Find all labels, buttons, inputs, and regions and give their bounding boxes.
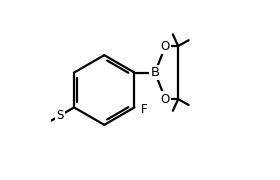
Text: F: F [141,103,148,116]
Text: B: B [150,66,160,79]
Text: O: O [161,93,170,106]
Text: S: S [57,109,64,122]
Text: O: O [161,40,170,53]
